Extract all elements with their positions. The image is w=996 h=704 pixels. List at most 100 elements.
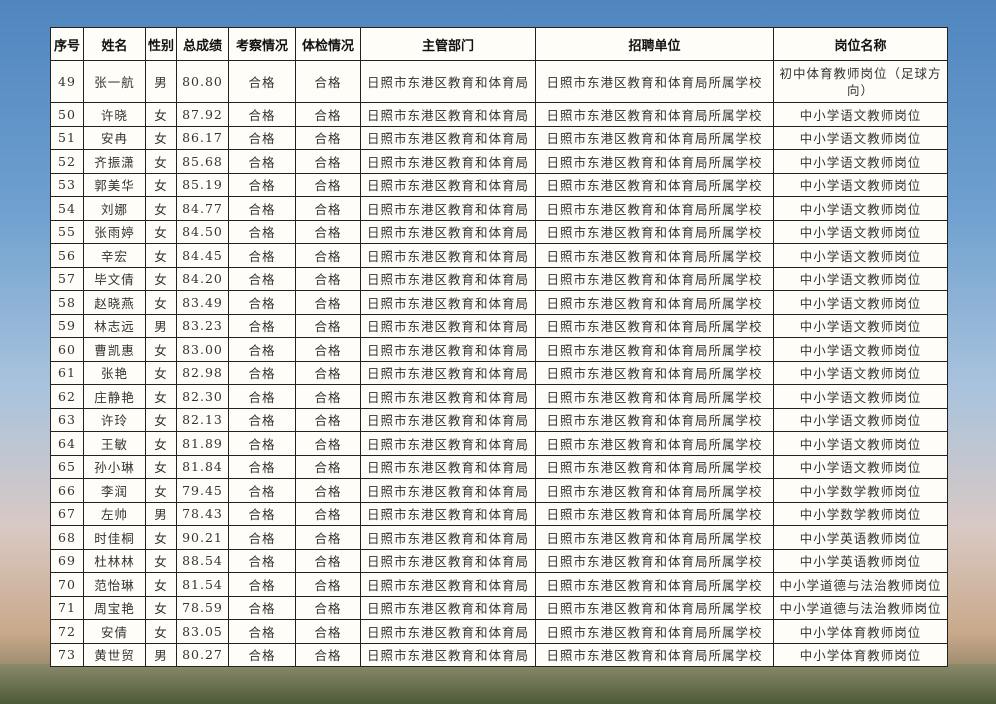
cell-seq: 51 bbox=[50, 125, 84, 150]
cell-inspection: 合格 bbox=[228, 266, 296, 291]
cell-physical: 合格 bbox=[295, 290, 361, 315]
cell-inspection: 合格 bbox=[228, 60, 296, 103]
cell-gender: 女 bbox=[145, 478, 177, 503]
cell-position: 中小学数学教师岗位 bbox=[773, 478, 948, 503]
cell-inspection: 合格 bbox=[228, 102, 296, 127]
cell-score: 90.21 bbox=[176, 525, 229, 550]
cell-department: 日照市东港区教育和体育局 bbox=[360, 548, 536, 573]
cell-position: 中小学道德与法治教师岗位 bbox=[773, 572, 948, 597]
cell-physical: 合格 bbox=[295, 172, 361, 197]
table-row: 49 张一航男 80.80 合格 合格 日照市东港区教育和体育局 日照市东港区教育和体育局所… bbox=[50, 60, 948, 103]
cell-physical: 合格 bbox=[295, 595, 361, 620]
cell-name: 安冉 bbox=[83, 125, 146, 150]
cell-department: 日照市东港区教育和体育局 bbox=[360, 313, 536, 338]
cell-gender: 女 bbox=[145, 454, 177, 479]
cell-gender: 女 bbox=[145, 572, 177, 597]
table-row: 64 王敏女 81.89 合格 合格 日照市东港区教育和体育局 日照市东港区教育和体育局所属… bbox=[50, 431, 948, 456]
cell-position: 中小学语文教师岗位 bbox=[773, 243, 948, 268]
table-row: 60 曹凯惠女 83.00 合格 合格 日照市东港区教育和体育局 日照市东港区教育和体育局所… bbox=[50, 337, 948, 362]
cell-inspection: 合格 bbox=[228, 243, 296, 268]
cell-department: 日照市东港区教育和体育局 bbox=[360, 501, 536, 526]
cell-position: 中小学语文教师岗位 bbox=[773, 266, 948, 291]
cell-department: 日照市东港区教育和体育局 bbox=[360, 290, 536, 315]
cell-position: 中小学数学教师岗位 bbox=[773, 501, 948, 526]
cell-name: 庄静艳 bbox=[83, 384, 146, 409]
cell-department: 日照市东港区教育和体育局 bbox=[360, 60, 536, 103]
cell-inspection: 合格 bbox=[228, 313, 296, 338]
cell-gender: 女 bbox=[145, 595, 177, 620]
cell-position: 中小学语文教师岗位 bbox=[773, 149, 948, 174]
cell-score: 85.19 bbox=[176, 172, 229, 197]
header-name: 姓名 bbox=[83, 27, 146, 61]
table-row: 61 张艳女 82.98 合格 合格 日照市东港区教育和体育局 日照市东港区教育和体育局所属… bbox=[50, 360, 948, 385]
cell-gender: 女 bbox=[145, 172, 177, 197]
table-row: 58 赵晓燕女 83.49 合格 合格 日照市东港区教育和体育局 日照市东港区教育和体育局所… bbox=[50, 290, 948, 315]
cell-physical: 合格 bbox=[295, 219, 361, 244]
cell-inspection: 合格 bbox=[228, 431, 296, 456]
cell-seq: 71 bbox=[50, 595, 84, 620]
table-row: 73 黄世贸男 80.27 合格 合格 日照市东港区教育和体育局 日照市东港区教育和体育局所… bbox=[50, 642, 948, 667]
cell-gender: 女 bbox=[145, 525, 177, 550]
table-header: 序号 姓名 性别 总成绩 考察情况 体检情况 主管部门 招聘单位 岗位名称 bbox=[50, 27, 948, 61]
cell-seq: 65 bbox=[50, 454, 84, 479]
cell-employer: 日照市东港区教育和体育局所属学校 bbox=[535, 478, 774, 503]
cell-inspection: 合格 bbox=[228, 384, 296, 409]
cell-score: 81.54 bbox=[176, 572, 229, 597]
cell-position: 中小学道德与法治教师岗位 bbox=[773, 595, 948, 620]
cell-name: 杜林林 bbox=[83, 548, 146, 573]
cell-inspection: 合格 bbox=[228, 407, 296, 432]
cell-inspection: 合格 bbox=[228, 619, 296, 644]
table-row: 55 张雨婷女 84.50 合格 合格 日照市东港区教育和体育局 日照市东港区教育和体育局所… bbox=[50, 219, 948, 244]
table-row: 67 左帅男 78.43 合格 合格 日照市东港区教育和体育局 日照市东港区教育和体育局所属… bbox=[50, 501, 948, 526]
cell-name: 辛宏 bbox=[83, 243, 146, 268]
cell-name: 安倩 bbox=[83, 619, 146, 644]
cell-score: 84.45 bbox=[176, 243, 229, 268]
header-gender: 性别 bbox=[145, 27, 177, 61]
cell-gender: 女 bbox=[145, 337, 177, 362]
table-row: 69 杜林林女 88.54 合格 合格 日照市东港区教育和体育局 日照市东港区教育和体育局所… bbox=[50, 548, 948, 573]
cell-inspection: 合格 bbox=[228, 360, 296, 385]
cell-score: 83.05 bbox=[176, 619, 229, 644]
table-row: 52 齐振潇女 85.68 合格 合格 日照市东港区教育和体育局 日照市东港区教育和体育局所… bbox=[50, 149, 948, 174]
cell-gender: 女 bbox=[145, 384, 177, 409]
cell-physical: 合格 bbox=[295, 525, 361, 550]
cell-inspection: 合格 bbox=[228, 149, 296, 174]
cell-seq: 68 bbox=[50, 525, 84, 550]
cell-inspection: 合格 bbox=[228, 337, 296, 362]
cell-position: 中小学语文教师岗位 bbox=[773, 384, 948, 409]
cell-department: 日照市东港区教育和体育局 bbox=[360, 337, 536, 362]
cell-department: 日照市东港区教育和体育局 bbox=[360, 243, 536, 268]
cell-name: 齐振潇 bbox=[83, 149, 146, 174]
cell-seq: 61 bbox=[50, 360, 84, 385]
cell-score: 79.45 bbox=[176, 478, 229, 503]
cell-position: 中小学语文教师岗位 bbox=[773, 219, 948, 244]
cell-gender: 女 bbox=[145, 125, 177, 150]
cell-position: 中小学英语教师岗位 bbox=[773, 548, 948, 573]
cell-score: 84.77 bbox=[176, 196, 229, 221]
cell-department: 日照市东港区教育和体育局 bbox=[360, 454, 536, 479]
cell-department: 日照市东港区教育和体育局 bbox=[360, 102, 536, 127]
cell-employer: 日照市东港区教育和体育局所属学校 bbox=[535, 337, 774, 362]
cell-position: 中小学体育教师岗位 bbox=[773, 619, 948, 644]
cell-name: 张雨婷 bbox=[83, 219, 146, 244]
cell-gender: 女 bbox=[145, 360, 177, 385]
cell-seq: 58 bbox=[50, 290, 84, 315]
cell-seq: 63 bbox=[50, 407, 84, 432]
cell-physical: 合格 bbox=[295, 60, 361, 103]
cell-physical: 合格 bbox=[295, 266, 361, 291]
cell-seq: 64 bbox=[50, 431, 84, 456]
cell-name: 许晓 bbox=[83, 102, 146, 127]
cell-employer: 日照市东港区教育和体育局所属学校 bbox=[535, 102, 774, 127]
cell-department: 日照市东港区教育和体育局 bbox=[360, 360, 536, 385]
cell-score: 84.20 bbox=[176, 266, 229, 291]
cell-score: 81.84 bbox=[176, 454, 229, 479]
cell-score: 85.68 bbox=[176, 149, 229, 174]
cell-department: 日照市东港区教育和体育局 bbox=[360, 619, 536, 644]
cell-inspection: 合格 bbox=[228, 454, 296, 479]
cell-gender: 女 bbox=[145, 619, 177, 644]
cell-seq: 67 bbox=[50, 501, 84, 526]
cell-physical: 合格 bbox=[295, 360, 361, 385]
header-inspection: 考察情况 bbox=[228, 27, 296, 61]
cell-department: 日照市东港区教育和体育局 bbox=[360, 642, 536, 667]
cell-department: 日照市东港区教育和体育局 bbox=[360, 125, 536, 150]
